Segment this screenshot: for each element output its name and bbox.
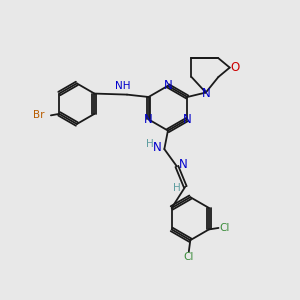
Text: H: H [146, 139, 153, 149]
Text: N: N [179, 158, 188, 170]
Text: NH: NH [115, 81, 130, 91]
Text: H: H [173, 183, 181, 193]
Text: N: N [183, 113, 192, 126]
Text: N: N [144, 113, 153, 126]
Text: N: N [152, 141, 161, 154]
Text: N: N [202, 87, 211, 100]
Text: O: O [230, 61, 240, 74]
Text: Cl: Cl [220, 223, 230, 233]
Text: Cl: Cl [184, 253, 194, 262]
Text: Br: Br [33, 110, 44, 120]
Text: N: N [164, 79, 172, 92]
